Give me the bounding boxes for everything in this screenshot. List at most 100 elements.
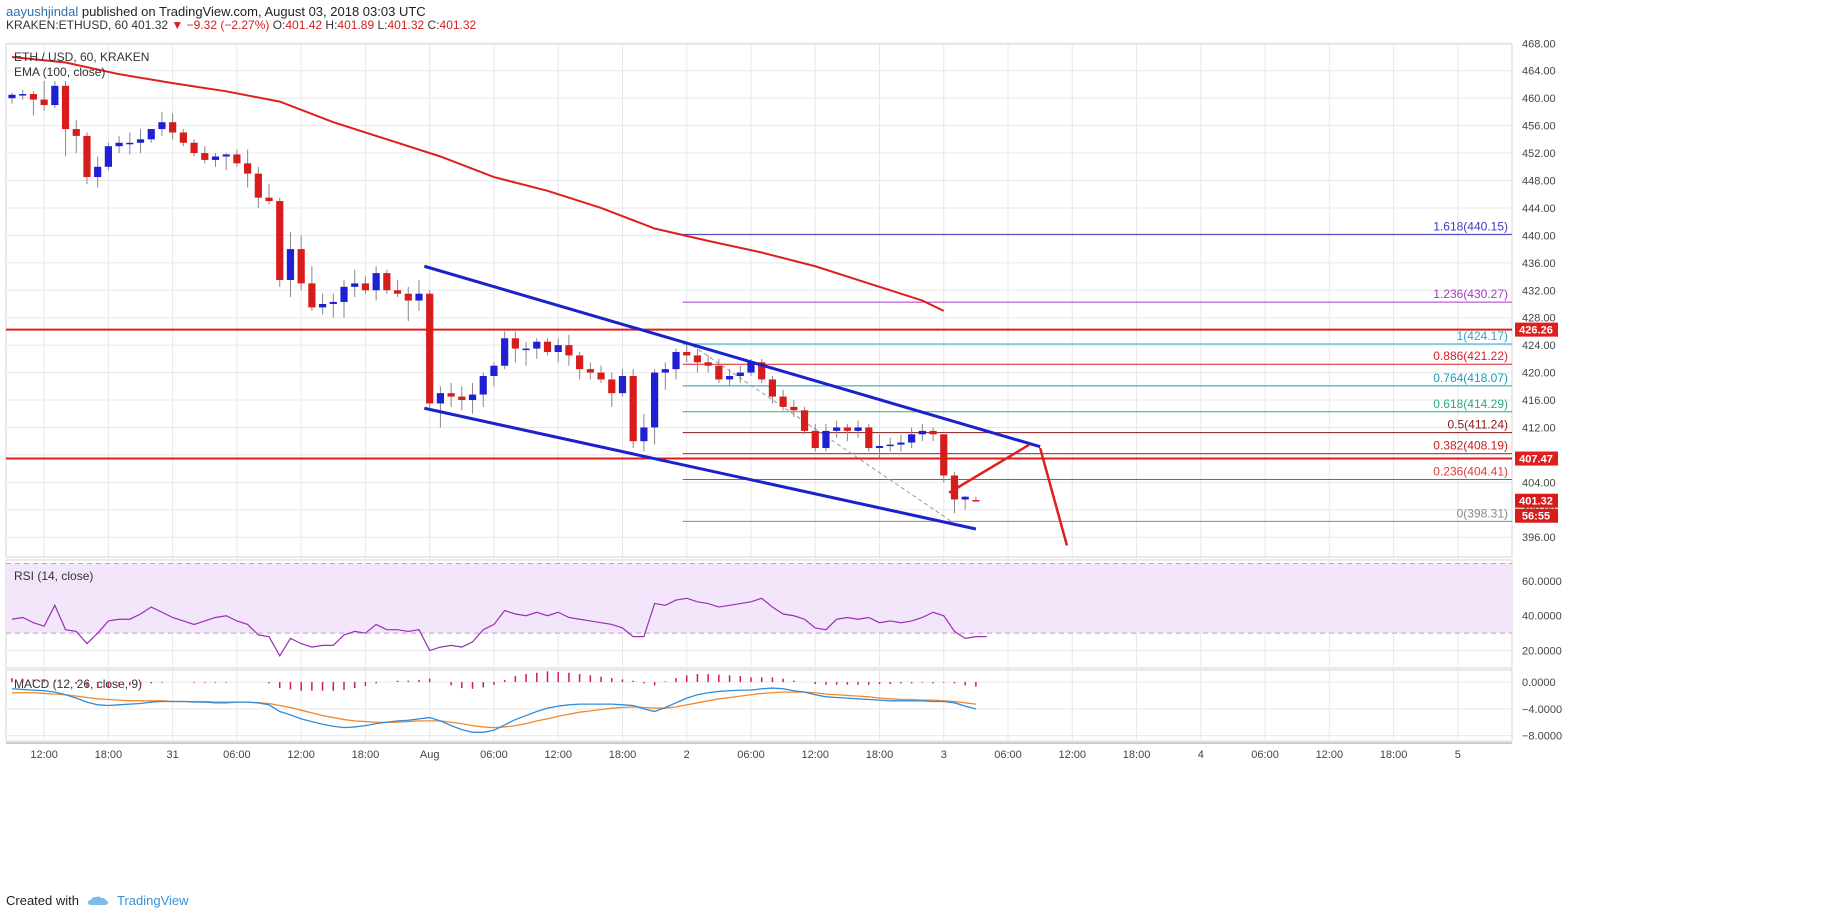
fib-level-label: 0.886(421.22) [1433,349,1508,363]
x-tick-label: 2 [684,749,690,761]
candle-up [136,139,145,143]
candle-up [126,142,134,145]
candle-up [468,394,477,401]
candle-up [329,301,337,304]
ema-legend-label: EMA (100, close) [14,65,105,79]
candle-down [244,163,252,174]
x-tick-label: 06:00 [480,749,508,761]
candle-down [265,197,273,202]
candle-down [768,379,777,397]
candle-down [565,345,573,356]
candle-down [72,129,80,136]
candle-up [554,345,562,352]
candle-down [254,173,262,198]
candle-up [286,249,295,280]
last-price-tag-label: 401.32 [1519,496,1553,508]
candle-down [404,293,412,301]
x-tick-label: 06:00 [737,749,765,761]
candle-down [972,500,980,502]
candle-down [758,362,766,380]
macd-tick-label: −4.0000 [1522,704,1562,716]
candle-down [790,406,798,411]
x-tick-label: 06:00 [223,749,251,761]
candle-up [94,166,102,178]
symbol-quote-line: KRAKEN:ETHUSD, 60 401.32 ▼ −9.32 (−2.27%… [6,18,477,32]
rsi-tick-label: 40.0000 [1522,611,1562,623]
candle-up [490,365,498,377]
rsi-tick-label: 60.0000 [1522,576,1562,588]
rsi-pane-title: RSI (14, close) [14,569,93,583]
candle-down [169,122,177,133]
candle-down [308,283,316,308]
x-tick-label: 31 [167,749,179,761]
candle-up [501,338,509,366]
candle-up [640,427,648,442]
candle-up [522,348,530,351]
candle-up [104,146,112,167]
rsi-line [11,597,987,657]
last-price-tag [1515,493,1558,508]
fib-level-label: 0.764(418.07) [1433,371,1508,385]
candle-up [372,273,380,291]
candle-down [715,365,723,380]
y-tick-label: 432.00 [1522,285,1556,297]
x-tick-label: Aug [420,749,440,761]
candle-down [297,249,305,284]
candle-up [436,393,444,404]
candle-down [779,396,787,407]
countdown-tag [1515,508,1558,523]
y-tick-label: 420.00 [1522,368,1556,380]
candle-down [179,132,187,143]
macd-pane-title: MACD (12, 26, close, 9) [14,677,142,691]
candle-up [661,369,669,373]
candle-down [865,427,873,449]
price-change: ▼ −9.32 (−2.27%) [171,18,272,32]
ema-100-line [11,56,945,312]
candle-up [158,122,166,130]
low-value: 401.32 [387,18,427,32]
projection-up-line [948,443,1031,494]
fib-level-label: 1(424.17) [1457,329,1508,343]
fib-level-label: 0.236(404.41) [1433,465,1508,479]
y-tick-label: 416.00 [1522,395,1556,407]
x-tick-label: 18:00 [1380,749,1408,761]
symbol-label: KRAKEN:ETHUSD, 60 [6,18,131,32]
x-tick-label: 18:00 [1123,749,1151,761]
candle-down [843,427,851,431]
y-tick-label: 428.00 [1522,313,1556,325]
candle-up [886,444,894,447]
y-tick-label: 464.00 [1522,66,1556,78]
candle-up [115,142,123,147]
candle-up [897,442,905,445]
candle-down [29,94,38,100]
candle-up [961,496,969,500]
last-price: 401.32 [131,18,171,32]
candle-down [383,273,391,291]
candle-up [340,286,348,302]
price-pane-title: ETH / USD, 60, KRAKEN [14,50,149,64]
y-tick-label: 448.00 [1522,176,1556,188]
candle-down [83,135,91,178]
tradingview-cloud-icon [87,895,109,905]
low-label: L: [377,18,387,32]
candle-up [854,427,862,431]
open-value: 401.42 [285,18,325,32]
candle-up [351,283,359,287]
close-value: 401.32 [440,18,477,32]
candle-up [651,372,659,428]
candle-up [908,434,916,443]
candle-down [608,379,616,394]
candle-up [833,427,841,431]
fib-level-label: 0.382(408.19) [1433,439,1508,453]
channel-upper-line [423,264,1041,449]
candle-up [51,85,59,106]
y-tick-label: 440.00 [1522,230,1556,242]
author-link[interactable]: aayushjindal [6,4,79,19]
created-with-label: Created with [6,893,79,908]
macd-tick-label: −8.0000 [1522,731,1562,743]
candle-up [211,156,220,160]
tradingview-brand-link[interactable]: TradingView [116,893,189,908]
y-tick-label: 404.00 [1522,477,1556,489]
fib-level-label: 1.618(440.15) [1433,219,1508,233]
